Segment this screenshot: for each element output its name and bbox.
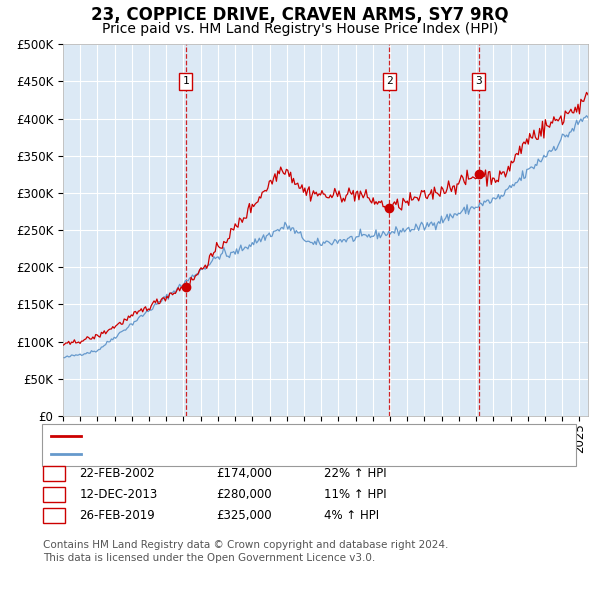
Text: 22-FEB-2002: 22-FEB-2002 [79,467,155,480]
Text: 26-FEB-2019: 26-FEB-2019 [79,509,155,522]
Text: 23, COPPICE DRIVE, CRAVEN ARMS, SY7 9RQ (detached house): 23, COPPICE DRIVE, CRAVEN ARMS, SY7 9RQ … [87,430,458,443]
Text: 2: 2 [50,488,58,501]
Text: £325,000: £325,000 [216,509,272,522]
Text: Price paid vs. HM Land Registry's House Price Index (HPI): Price paid vs. HM Land Registry's House … [102,22,498,37]
Text: 3: 3 [50,509,58,522]
Text: 11% ↑ HPI: 11% ↑ HPI [324,488,386,501]
Text: 3: 3 [475,77,482,86]
Text: HPI: Average price, detached house, Shropshire: HPI: Average price, detached house, Shro… [87,448,368,461]
Text: 4% ↑ HPI: 4% ↑ HPI [324,509,379,522]
Text: 12-DEC-2013: 12-DEC-2013 [79,488,157,501]
Text: 1: 1 [182,77,189,86]
Point [385,203,394,212]
Text: Contains HM Land Registry data © Crown copyright and database right 2024.
This d: Contains HM Land Registry data © Crown c… [43,540,449,563]
Point [474,170,484,179]
Text: 22% ↑ HPI: 22% ↑ HPI [324,467,386,480]
Text: £280,000: £280,000 [216,488,272,501]
Point [181,282,191,291]
Text: £174,000: £174,000 [216,467,272,480]
Text: 2: 2 [386,77,392,86]
Text: 1: 1 [50,467,58,480]
Text: 23, COPPICE DRIVE, CRAVEN ARMS, SY7 9RQ: 23, COPPICE DRIVE, CRAVEN ARMS, SY7 9RQ [91,6,509,24]
